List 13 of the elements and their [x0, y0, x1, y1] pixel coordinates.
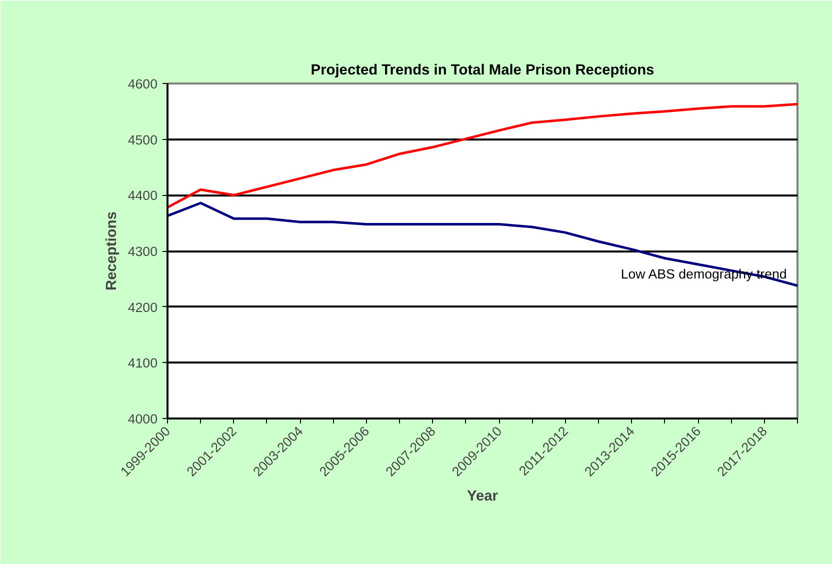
y-tick-label: 4600	[128, 76, 158, 92]
y-tick-label: 4200	[128, 300, 158, 315]
y-tick-label: 4300	[128, 244, 158, 259]
series-label: Low ABS demography trend	[620, 266, 787, 282]
line-series	[168, 202, 798, 287]
y-tick-label: 4000	[128, 412, 158, 426]
y-tick-label: 4100	[128, 356, 158, 371]
line-series	[168, 102, 798, 209]
y-axis-title: Receptions	[104, 212, 120, 290]
chart-title: Projected Trends in Total Male Prison Receptions	[310, 62, 654, 78]
y-tick-label: 4400	[128, 188, 158, 204]
x-axis-title: Year	[467, 488, 498, 505]
y-tick-label: 4500	[128, 132, 158, 148]
